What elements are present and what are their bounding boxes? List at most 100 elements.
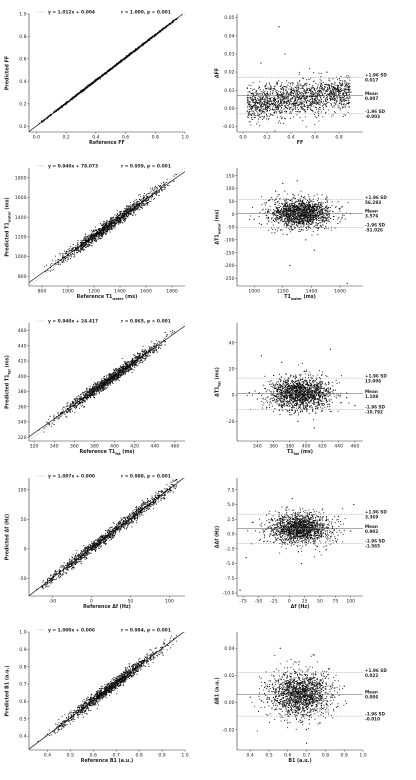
data-point (315, 710, 317, 712)
y-axis-label: Predicted FF (5, 56, 11, 90)
y-tick-label: 460 (18, 328, 27, 334)
limit-value: 0.902 (365, 529, 378, 534)
y-axis-label: Predicted T1fat (ms) (5, 355, 12, 409)
scatter-points (29, 168, 185, 286)
y-tick-label: 0.00 (224, 106, 234, 112)
data-point (318, 214, 320, 217)
data-point (329, 348, 332, 350)
limit-value: 0.006 (365, 695, 378, 700)
panel-8: -75 -50 -25 0 25 50 75 100 -10.0 -7.5 -5.0 -2.5 0.0 2… (215, 478, 387, 610)
data-point (277, 384, 279, 386)
y-tick-label: 100 (226, 186, 235, 192)
data-point (134, 361, 136, 364)
x-tick-label: 360 (70, 444, 79, 450)
x-tick-label: 1400 (306, 289, 318, 295)
panel-6: 340 360 380 400 420 440 460 -20 0 20 40 T1fat (ms) Δ… (215, 323, 387, 456)
data-point (138, 204, 141, 206)
data-point (305, 699, 308, 701)
x-tick-label: 0.7 (303, 753, 310, 759)
data-point (112, 216, 115, 218)
data-point (159, 341, 161, 343)
y-tick-label: 440 (18, 343, 27, 349)
x-tick-label: 0.8 (335, 135, 342, 141)
data-point (298, 661, 300, 663)
limit-label: -1.96 SD (365, 404, 386, 409)
limit-value: 13.006 (365, 378, 381, 383)
x-axis-label: B1 (a.u.) (288, 758, 311, 764)
data-point (339, 221, 341, 223)
data-point (73, 398, 75, 400)
x-tick-label: 1600 (140, 289, 152, 295)
data-point (268, 82, 270, 84)
data-point (252, 107, 254, 109)
data-point (308, 78, 310, 80)
y-axis-label: ΔT1water (ms) (215, 209, 222, 244)
legend-fit-equation: y = 1.007x + 0.900 (48, 474, 95, 480)
x-axis-label: Reference Δf (Hz) (83, 604, 131, 610)
data-point (297, 527, 300, 529)
data-point (164, 187, 167, 189)
y-axis-label: Predicted B1 (a.u.) (5, 665, 11, 716)
x-tick-label: 1800 (166, 289, 178, 295)
data-point (334, 696, 336, 698)
legend-fit-equation: y = 1.000x + 0.006 (48, 628, 95, 634)
limit-label: +1.96 SD (365, 373, 387, 378)
data-point (354, 405, 356, 407)
limit-label: -1.96 SD (365, 538, 386, 543)
data-point (289, 414, 291, 416)
fit-line (29, 171, 185, 283)
data-point (256, 398, 258, 400)
data-point (281, 361, 283, 363)
y-tick-label: 0.8 (19, 664, 26, 670)
data-point (325, 207, 327, 209)
y-tick-label: 1400 (15, 215, 27, 221)
limit-label: Mean (365, 690, 378, 695)
y-tick-label: 100 (18, 487, 27, 493)
x-tick-label: 1000 (62, 289, 74, 295)
data-point (113, 369, 116, 371)
limit-label: Mean (365, 208, 378, 213)
data-point (134, 366, 136, 368)
x-tick-label: 0.6 (122, 135, 129, 141)
y-tick-label: 1200 (15, 234, 27, 240)
limit-label: Mean (365, 389, 378, 394)
x-tick-label: 0 (288, 599, 291, 605)
data-point (313, 385, 315, 387)
y-tick-label: 360 (18, 404, 27, 410)
y-tick-label: -2.5 (226, 546, 235, 552)
data-point (119, 211, 121, 213)
data-point (321, 391, 323, 394)
data-point (115, 679, 117, 682)
data-point (284, 53, 286, 55)
data-point (270, 527, 272, 529)
x-tick-label: 440 (334, 444, 343, 450)
panel-4: 1000 1200 1400 1600 -250 -200 -150 -100 -50 0 50 10… (215, 168, 387, 301)
data-point (326, 71, 328, 73)
y-tick-label: -20 (227, 419, 235, 425)
data-point (248, 102, 250, 104)
data-point (67, 258, 69, 261)
data-point (275, 190, 277, 192)
data-point (290, 707, 293, 709)
data-point (303, 203, 305, 205)
x-tick-label: 1200 (88, 289, 100, 295)
data-point (346, 397, 348, 399)
x-tick-label: 800 (38, 289, 47, 295)
x-tick-label: 100 (165, 599, 174, 605)
limit-value: -1.565 (365, 543, 380, 548)
y-tick-label: -100 (224, 237, 235, 243)
data-point (80, 248, 82, 250)
limit-label: +1.96 SD (365, 195, 387, 200)
y-axis-label: ΔT1fat (ms) (215, 367, 222, 397)
x-tick-label: 380 (90, 444, 99, 450)
data-point (282, 521, 284, 523)
y-tick-label: -250 (224, 276, 235, 282)
data-point (343, 685, 345, 687)
x-tick-label: 340 (50, 444, 59, 450)
data-point (164, 340, 166, 342)
data-point (158, 194, 160, 197)
data-point (305, 729, 308, 731)
scatter-points (246, 26, 352, 132)
x-tick-label: 0.9 (341, 753, 348, 759)
